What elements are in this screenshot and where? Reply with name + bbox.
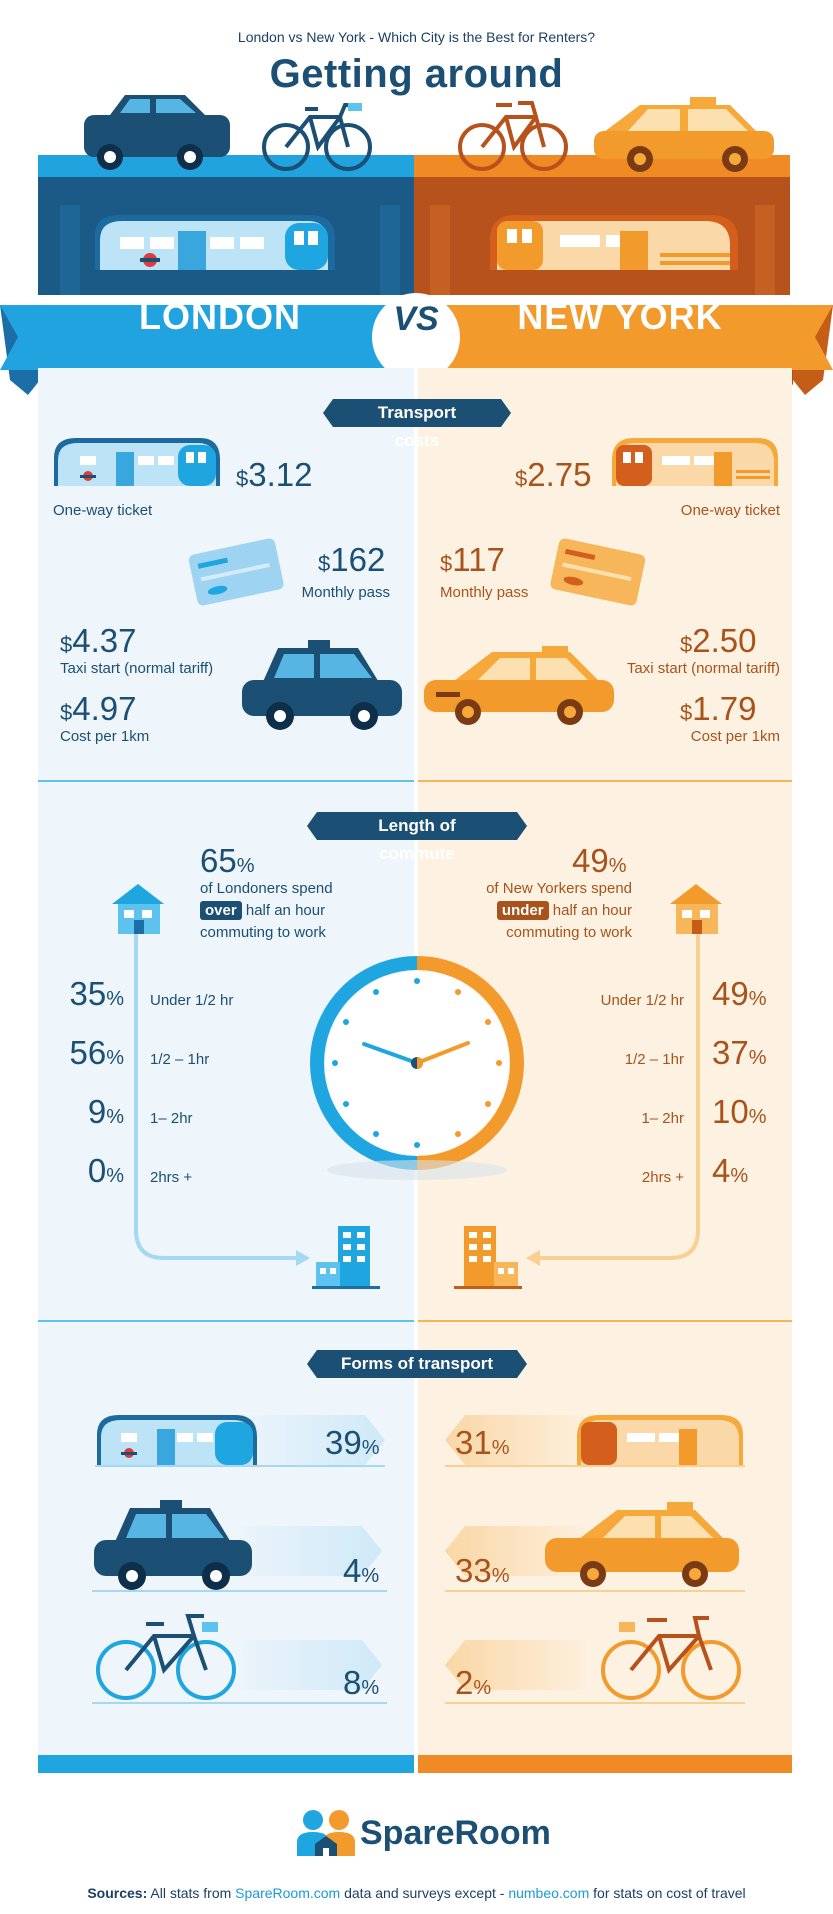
london-taxi-price: $4.37 (60, 622, 137, 659)
newyork-taxi-label: Taxi start (normal tariff) (626, 660, 780, 677)
newyork-ticket-price: $2.75 (515, 456, 592, 493)
london-office-building-icon (312, 1226, 380, 1289)
london-ticket-price: $3.12 (236, 456, 313, 493)
numbeo-link[interactable]: numbeo.com (508, 1885, 590, 1901)
spareroom-logo-text: SpareRoom (360, 1814, 551, 1852)
newyork-forms-bicycle-row (445, 1616, 745, 1704)
section-divider (418, 780, 792, 782)
london-commute-value-3: 0% (87, 1152, 124, 1189)
banner-newyork-label: NEW YORK (517, 296, 723, 337)
newyork-subway-small-icon (612, 438, 778, 486)
newyork-forms-value-taxi: 33% (455, 1552, 510, 1589)
london-forms-value-train: 39% (325, 1424, 380, 1461)
banner-london-label: LONDON (139, 296, 301, 337)
transport-costs-heading: Transport costs (323, 399, 511, 450)
clock-icon (310, 956, 524, 1180)
london-oyster-card-icon (188, 538, 284, 606)
newyork-commute-headline: 49% (572, 842, 627, 879)
newyork-commute-value-1: 37% (712, 1034, 767, 1071)
london-commute-label-2: 1– 2hr (150, 1110, 193, 1127)
london-taxi-label: Taxi start (normal tariff) (60, 660, 214, 677)
london-tube-train-icon (95, 215, 335, 270)
newyork-subway-train-icon (490, 215, 738, 270)
london-bicycle-icon (262, 103, 372, 171)
london-commute-line2: over half an hour (200, 901, 325, 920)
london-house-icon (112, 884, 164, 934)
london-forms-value-bicycle: 8% (343, 1664, 380, 1701)
london-forms-train-row (95, 1415, 385, 1467)
spareroom-logo-icon (297, 1810, 355, 1856)
newyork-commute-label-0: Under 1/2 hr (600, 992, 684, 1009)
london-forms-value-taxi: 4% (343, 1552, 380, 1589)
banner-vs-label: VS (393, 300, 439, 338)
newyork-pass-price: $117 (440, 541, 505, 578)
forms-heading: Forms of transport (307, 1350, 527, 1378)
section-divider (418, 1320, 792, 1322)
sources-line: Sources: All stats from SpareRoom.com da… (87, 1885, 746, 1901)
newyork-taxi-price: $2.50 (680, 622, 757, 659)
london-taxi-icon (84, 95, 230, 170)
newyork-taxi-icon (594, 97, 774, 172)
spareroom-link[interactable]: SpareRoom.com (235, 1885, 341, 1901)
newyork-forms-value-bicycle: 2% (455, 1664, 492, 1701)
london-forms-taxi-row (92, 1500, 387, 1592)
commute-path-lines (134, 910, 700, 1266)
newyork-commute-line1: of New Yorkers spend (486, 880, 632, 897)
newyork-commute-line3: commuting to work (506, 924, 632, 941)
london-tube-small-icon (54, 438, 220, 486)
newyork-forms-taxi-row (445, 1502, 745, 1592)
section-divider (38, 1320, 414, 1322)
newyork-commute-label-3: 2hrs + (641, 1169, 684, 1186)
london-commute-label-3: 2hrs + (150, 1169, 193, 1186)
london-commute-headline: 65% (200, 842, 255, 879)
bottom-bar-london (38, 1755, 414, 1773)
newyork-house-icon (670, 884, 722, 934)
london-commute-value-0: 35% (69, 975, 124, 1012)
london-commute-value-2: 9% (87, 1093, 124, 1130)
london-pass-price: $162 (318, 541, 386, 578)
section-divider (38, 780, 414, 782)
newyork-commute-value-3: 4% (712, 1152, 749, 1189)
page-subtitle: London vs New York - Which City is the B… (237, 29, 596, 45)
london-commute-line3: commuting to work (200, 924, 326, 941)
bottom-bar-newyork (418, 1755, 792, 1773)
london-ticket-label: One-way ticket (53, 502, 153, 519)
commute-heading: Length of commute (307, 812, 527, 863)
newyork-forms-train-row (445, 1415, 745, 1467)
sources-label: Sources: (87, 1885, 148, 1901)
newyork-km-price: $1.79 (680, 690, 757, 727)
newyork-bicycle-icon (458, 101, 568, 171)
london-km-label: Cost per 1km (60, 728, 150, 745)
newyork-commute-value-2: 10% (712, 1093, 767, 1130)
newyork-commute-line2: under half an hour (440, 901, 632, 920)
london-commute-label-1: 1/2 – 1hr (150, 1051, 210, 1068)
newyork-commute-label-2: 1– 2hr (641, 1110, 684, 1127)
newyork-office-building-icon (454, 1226, 522, 1289)
newyork-commute-value-0: 49% (712, 975, 767, 1012)
london-commute-label-0: Under 1/2 hr (150, 992, 234, 1009)
london-taxi-icon (242, 640, 402, 730)
newyork-forms-value-train: 31% (455, 1424, 510, 1461)
london-commute-value-1: 56% (69, 1034, 124, 1071)
newyork-km-label: Cost per 1km (690, 728, 780, 745)
newyork-metrocard-icon (550, 538, 646, 606)
newyork-pass-label: Monthly pass (440, 584, 529, 601)
banner-ribbon (0, 293, 833, 395)
london-commute-line1: of Londoners spend (200, 880, 333, 897)
page-title: Getting around (269, 52, 564, 96)
hero-illustration (38, 95, 790, 295)
london-km-price: $4.97 (60, 690, 137, 727)
london-forms-bicycle-row (92, 1614, 387, 1704)
london-pass-label: Monthly pass (301, 584, 390, 601)
newyork-ticket-label: One-way ticket (680, 502, 780, 519)
newyork-commute-label-1: 1/2 – 1hr (624, 1051, 684, 1068)
newyork-taxi-icon (424, 646, 614, 725)
